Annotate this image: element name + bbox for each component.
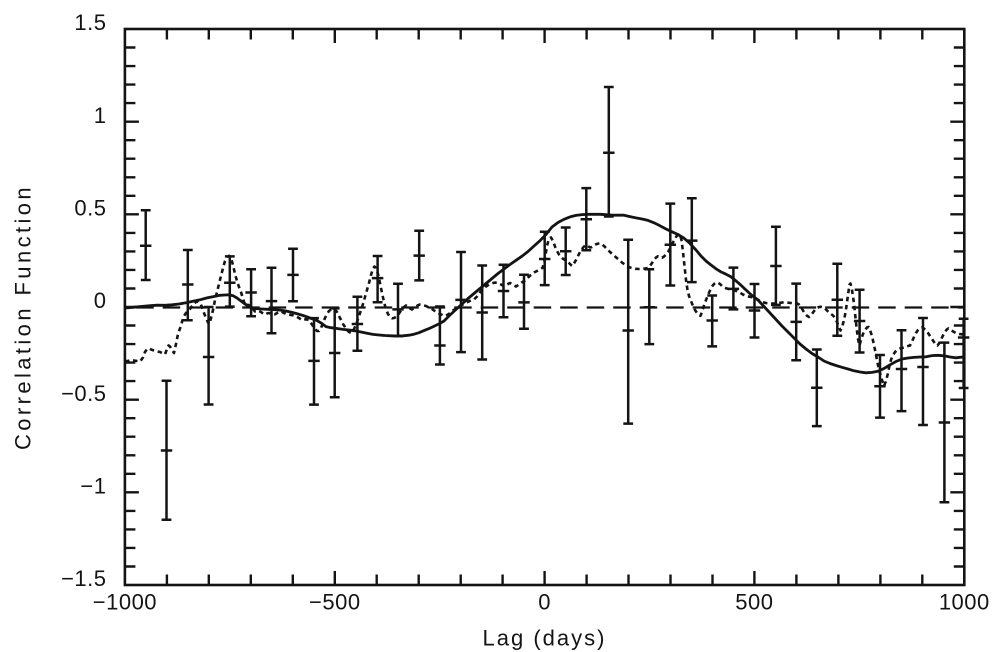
svg-text:500: 500	[735, 590, 773, 615]
svg-text:1: 1	[94, 103, 107, 128]
svg-text:−0.5: −0.5	[61, 381, 106, 406]
svg-text:1.5: 1.5	[74, 10, 106, 35]
svg-text:−1.5: −1.5	[61, 566, 106, 591]
svg-text:−1000: −1000	[93, 590, 157, 615]
svg-text:−500: −500	[309, 590, 361, 615]
svg-text:1000: 1000	[939, 590, 990, 615]
svg-text:−1: −1	[80, 474, 106, 499]
svg-text:0: 0	[538, 590, 551, 615]
svg-text:0: 0	[94, 288, 107, 313]
svg-text:0.5: 0.5	[74, 196, 106, 221]
svg-text:Lag (days): Lag (days)	[483, 626, 607, 651]
svg-text:Correlation Function: Correlation Function	[11, 184, 36, 450]
